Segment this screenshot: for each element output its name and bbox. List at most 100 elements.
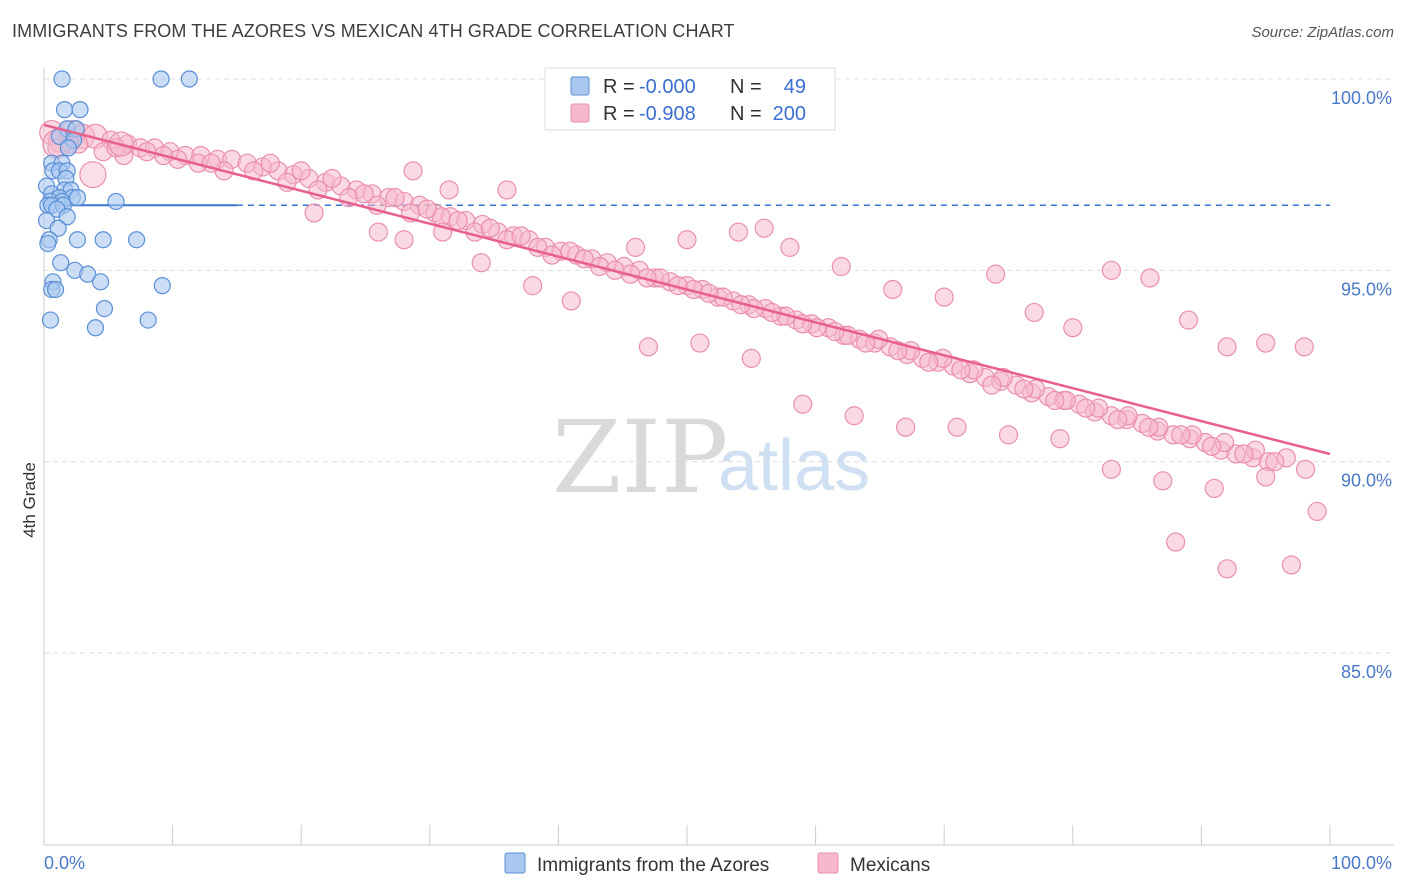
point-mexicans-188 — [690, 333, 710, 353]
point-mexicans-131 — [417, 199, 437, 219]
point-mexicans-183 — [1178, 310, 1199, 330]
point-mexicans-170 — [625, 237, 646, 257]
point-mexicans-196 — [1101, 459, 1121, 479]
point-mexicans-193 — [947, 417, 967, 437]
point-azores-34 — [68, 231, 87, 249]
legend-top-r-label-2: R = — [603, 103, 635, 125]
point-mexicans-177 — [934, 287, 954, 307]
point-mexicans-168 — [523, 276, 543, 296]
point-mexicans-130 — [385, 188, 405, 208]
point-mexicans-194 — [998, 425, 1019, 445]
point-mexicans-200 — [1307, 501, 1327, 522]
point-azores-9 — [59, 139, 78, 157]
point-azores-2 — [180, 70, 198, 88]
trend-line-mexicans — [43, 123, 1331, 456]
legend-swatch-mexicans — [817, 852, 839, 874]
point-azores-46 — [95, 300, 114, 318]
point-mexicans-156 — [1202, 436, 1222, 456]
point-mexicans-157 — [1234, 444, 1254, 464]
point-mexicans-127 — [291, 161, 311, 181]
point-mexicans-129 — [354, 184, 374, 204]
point-mexicans-197 — [1153, 471, 1173, 491]
tick-labels: 100.0% 95.0% 90.0% 85.0% 0.0% 100.0% — [44, 88, 1392, 873]
point-mexicans-203 — [1281, 555, 1302, 575]
point-mexicans-162 — [497, 180, 517, 200]
y-axis-label: 4th Grade — [20, 462, 39, 538]
point-azores-42 — [91, 273, 110, 291]
axes — [43, 68, 1394, 846]
legend-top: R = -0.000 N = 49 R = -0.908 N = 200 — [544, 67, 836, 131]
point-mexicans-181 — [1101, 260, 1121, 280]
point-azores-36 — [127, 231, 146, 249]
trend-mexicans-line — [43, 123, 1331, 456]
y-tick-label-0: 100.0% — [1331, 88, 1392, 108]
y-tick-label-3: 85.0% — [1341, 662, 1392, 682]
legend-top-swatch-mexicans — [570, 103, 590, 123]
point-mexicans-187 — [638, 337, 659, 357]
point-mexicans-179 — [1024, 302, 1044, 323]
point-mexicans-202 — [1217, 559, 1237, 579]
x-tick-label-1: 100.0% — [1331, 853, 1392, 873]
point-azores-40 — [79, 265, 97, 283]
point-mexicans-189 — [741, 348, 761, 368]
legend-top-n-label-2: N = — [730, 103, 762, 125]
point-mexicans-161 — [439, 180, 459, 200]
legend-top-r-value-1: -0.000 — [639, 76, 696, 98]
point-azores-4 — [71, 101, 89, 119]
point-mexicans-148 — [951, 360, 971, 380]
point-mexicans-180 — [1063, 318, 1083, 338]
point-azores-48 — [139, 311, 157, 329]
point-mexicans-154 — [1139, 417, 1159, 437]
point-mexicans-169 — [561, 291, 581, 311]
point-mexicans-149 — [982, 375, 1002, 395]
legend-bottom: Immigrants from the Azores Mexicans — [504, 852, 930, 876]
point-azores-37 — [39, 234, 57, 253]
point-mexicans-174 — [780, 237, 800, 257]
point-mexicans-165 — [394, 230, 414, 250]
point-mexicans-128 — [322, 168, 342, 189]
watermark-atlas: atlas — [718, 426, 870, 506]
point-mexicans-190 — [793, 394, 813, 414]
point-azores-47 — [41, 311, 60, 329]
point-mexicans-151 — [1045, 390, 1065, 411]
point-mexicans-134 — [511, 226, 531, 246]
legend-top-box — [544, 67, 836, 131]
point-mexicans-153 — [1108, 409, 1128, 430]
point-mexicans-133 — [480, 218, 500, 238]
point-mexicans-191 — [844, 406, 864, 426]
legend-top-n-value-2: 200 — [773, 103, 806, 125]
watermark-zip: ZIP — [552, 399, 728, 516]
legend-label-mexicans: Mexicans — [850, 855, 930, 876]
legend-top-n-label-1: N = — [730, 76, 762, 98]
point-mexicans-171 — [677, 230, 697, 250]
legend-top-swatch-azores — [570, 76, 590, 96]
point-azores-32 — [49, 219, 67, 237]
legend-top-r-value-2: -0.908 — [639, 103, 696, 125]
point-azores-30 — [58, 208, 76, 226]
point-azores-38 — [52, 254, 70, 272]
point-mexicans-186 — [1294, 337, 1314, 357]
point-azores-0 — [53, 70, 71, 88]
point-mexicans-164 — [368, 222, 388, 242]
point-mexicans-146 — [888, 341, 908, 361]
point-azores-3 — [55, 101, 74, 119]
source-label: Source: ZipAtlas.com — [1251, 24, 1394, 41]
point-mexicans-185 — [1256, 333, 1276, 353]
y-tick-label-2: 90.0% — [1341, 471, 1392, 491]
point-mexicans-178 — [986, 264, 1006, 284]
point-azores-44 — [46, 280, 65, 299]
y-tick-label-1: 95.0% — [1341, 279, 1392, 299]
point-mexicans-199 — [1256, 467, 1276, 487]
legend-label-azores: Immigrants from the Azores — [537, 855, 769, 876]
chart-title: IMMIGRANTS FROM THE AZORES VS MEXICAN 4T… — [12, 21, 735, 41]
point-mexicans-large-1 — [79, 161, 107, 189]
series-azores — [37, 70, 198, 337]
point-mexicans-195 — [1050, 429, 1070, 449]
point-mexicans-198 — [1204, 478, 1224, 499]
point-azores-22 — [68, 189, 87, 207]
point-mexicans-155 — [1171, 425, 1191, 445]
point-mexicans-132 — [448, 210, 468, 231]
point-mexicans-175 — [831, 256, 851, 277]
legend-top-r-label-1: R = — [603, 76, 635, 98]
